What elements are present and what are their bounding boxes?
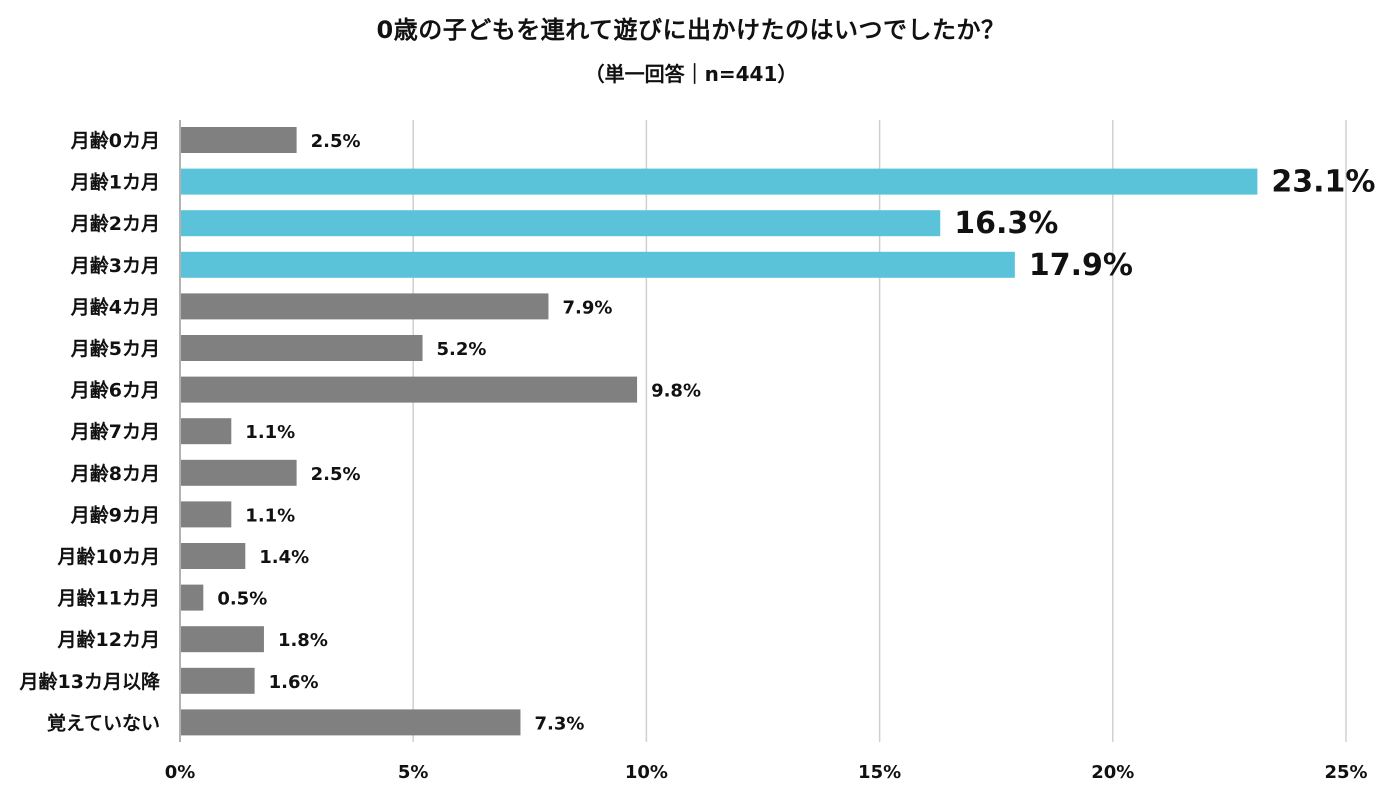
bar xyxy=(181,251,1015,278)
x-tick-label: 25% xyxy=(1324,762,1367,783)
value-label: 7.9% xyxy=(562,297,612,318)
bar xyxy=(181,459,297,486)
bar xyxy=(181,584,204,611)
category-label: 月齢13カ月以降 xyxy=(19,670,161,693)
bar xyxy=(181,709,521,736)
value-label: 23.1% xyxy=(1271,165,1375,200)
value-label: 9.8% xyxy=(651,381,701,402)
category-label: 月齢2カ月 xyxy=(70,212,160,235)
value-label: 7.3% xyxy=(534,713,584,734)
category-label: 月齢6カ月 xyxy=(70,379,160,402)
value-label: 0.5% xyxy=(217,589,267,610)
chart-title: 0歳の子どもを連れて遊びに出かけたのはいつでしたか？ xyxy=(376,16,1006,44)
category-label: 月齢1カ月 xyxy=(70,171,160,194)
bar xyxy=(181,293,549,320)
bar xyxy=(181,376,638,403)
value-label: 1.1% xyxy=(245,505,295,526)
category-label: 月齢9カ月 xyxy=(70,503,160,526)
bar xyxy=(181,210,941,237)
category-label: 月齢11カ月 xyxy=(57,587,160,610)
category-label: 月齢8カ月 xyxy=(70,462,160,485)
bar xyxy=(181,127,297,153)
category-label: 月齢4カ月 xyxy=(70,295,160,318)
value-label: 5.2% xyxy=(437,339,487,360)
value-label: 16.3% xyxy=(954,206,1058,241)
category-label: 月齢12カ月 xyxy=(57,628,160,651)
category-label: 覚えていない xyxy=(47,711,160,734)
labels: 0% 5% 10% 15% 20% 25% 月齢0カ月 2.5% 月齢1カ月 23.1% 月齢2カ月… xyxy=(19,129,1376,783)
bar xyxy=(181,543,246,569)
gridlines xyxy=(179,120,1347,742)
value-label: 1.6% xyxy=(269,672,319,693)
bar xyxy=(181,418,232,445)
bar xyxy=(181,168,1258,195)
value-label: 17.9% xyxy=(1029,248,1133,283)
bar xyxy=(181,335,423,361)
x-tick-label: 10% xyxy=(625,762,668,783)
value-label: 2.5% xyxy=(311,464,361,485)
x-tick-label: 5% xyxy=(398,762,429,783)
category-label: 月齢3カ月 xyxy=(70,254,160,277)
category-label: 月齢5カ月 xyxy=(70,337,160,360)
x-tick-label: 20% xyxy=(1091,762,1134,783)
chart-subtitle: （単一回答｜n=441） xyxy=(584,62,798,86)
bar xyxy=(181,667,255,694)
x-tick-label: 15% xyxy=(858,762,901,783)
category-label: 月齢0カ月 xyxy=(70,129,160,152)
category-label: 月齢10カ月 xyxy=(57,545,160,568)
value-label: 2.5% xyxy=(311,131,361,152)
bars xyxy=(181,127,1258,736)
bar xyxy=(181,501,232,528)
category-label: 月齢7カ月 xyxy=(70,420,160,443)
value-label: 1.4% xyxy=(259,547,309,568)
bar xyxy=(181,626,264,653)
value-label: 1.8% xyxy=(278,630,328,651)
value-label: 1.1% xyxy=(245,422,295,443)
x-tick-label: 0% xyxy=(165,762,196,783)
